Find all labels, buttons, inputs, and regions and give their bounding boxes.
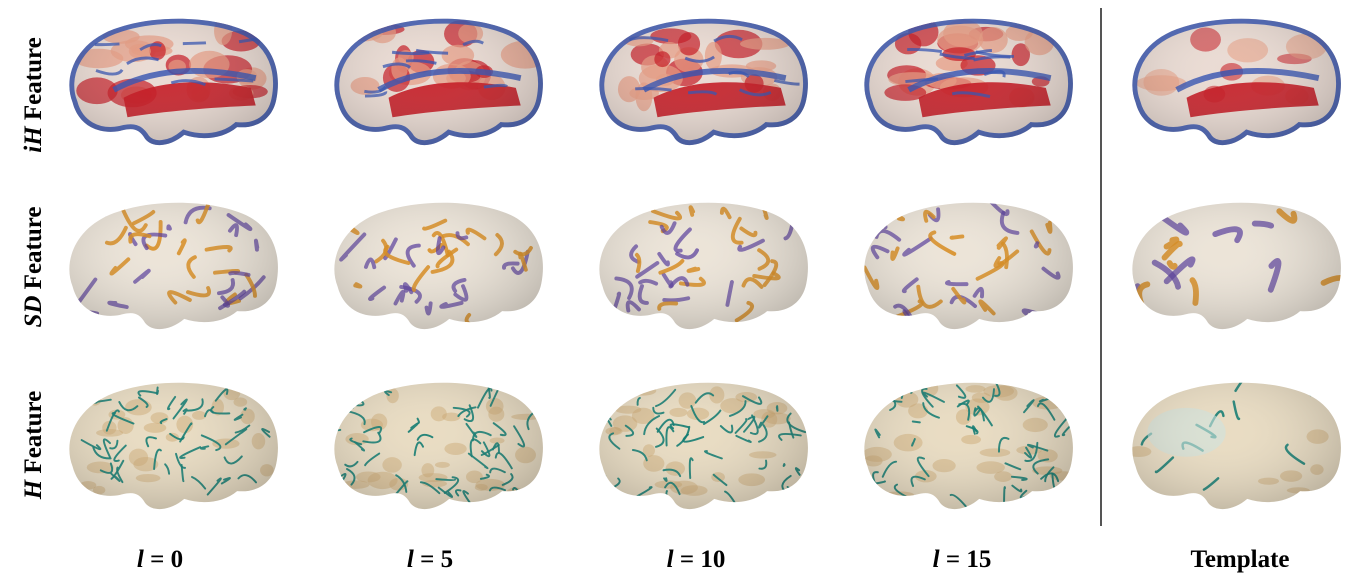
brain-surface-icon xyxy=(864,18,1073,146)
row-label-sd: SD Feature xyxy=(20,206,47,328)
brain-surface-icon xyxy=(1132,18,1341,146)
brain-surface-icon xyxy=(599,382,808,510)
brain-surface-icon xyxy=(599,202,808,330)
brain-ih-l5 xyxy=(320,8,555,158)
row-label-h: H Feature xyxy=(20,390,47,500)
brain-sd-template xyxy=(1118,192,1353,342)
brain-h-l5 xyxy=(320,372,555,522)
brain-surface-icon xyxy=(864,382,1073,510)
col-label-template: Template xyxy=(1190,546,1290,573)
brain-ih-l10 xyxy=(585,8,820,158)
brain-sd-l5 xyxy=(320,192,555,342)
brain-ih-l0 xyxy=(55,8,290,158)
brain-h-template xyxy=(1118,372,1353,522)
brain-surface-icon xyxy=(334,382,543,510)
brain-sd-l15 xyxy=(850,192,1085,342)
brain-h-l0 xyxy=(55,372,290,522)
col-label-l15: l = 15 xyxy=(932,546,992,573)
brain-surface-icon xyxy=(69,202,278,330)
brain-h-l15 xyxy=(850,372,1085,522)
brain-surface-icon xyxy=(334,202,543,330)
row-label-ih: iH Feature xyxy=(20,37,47,153)
brain-sd-l0 xyxy=(55,192,290,342)
brain-surface-icon xyxy=(69,18,278,146)
brain-surface-icon xyxy=(1132,382,1341,510)
brain-surface-icon xyxy=(334,18,543,146)
col-label-l5: l = 5 xyxy=(406,546,454,573)
brain-surface-icon xyxy=(864,202,1073,330)
brain-surface-icon xyxy=(69,382,278,510)
brain-ih-template xyxy=(1118,8,1353,158)
brain-h-l10 xyxy=(585,372,820,522)
template-divider xyxy=(1100,8,1102,526)
brain-ih-l15 xyxy=(850,8,1085,158)
brain-surface-icon xyxy=(1132,202,1341,330)
col-label-l0: l = 0 xyxy=(136,546,184,573)
brain-sd-l10 xyxy=(585,192,820,342)
brain-surface-icon xyxy=(599,18,808,146)
col-label-l10: l = 10 xyxy=(666,546,726,573)
